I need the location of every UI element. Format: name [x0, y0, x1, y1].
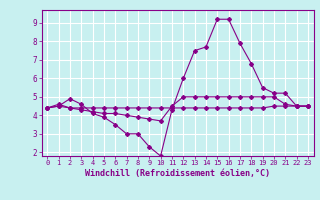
X-axis label: Windchill (Refroidissement éolien,°C): Windchill (Refroidissement éolien,°C) [85, 169, 270, 178]
